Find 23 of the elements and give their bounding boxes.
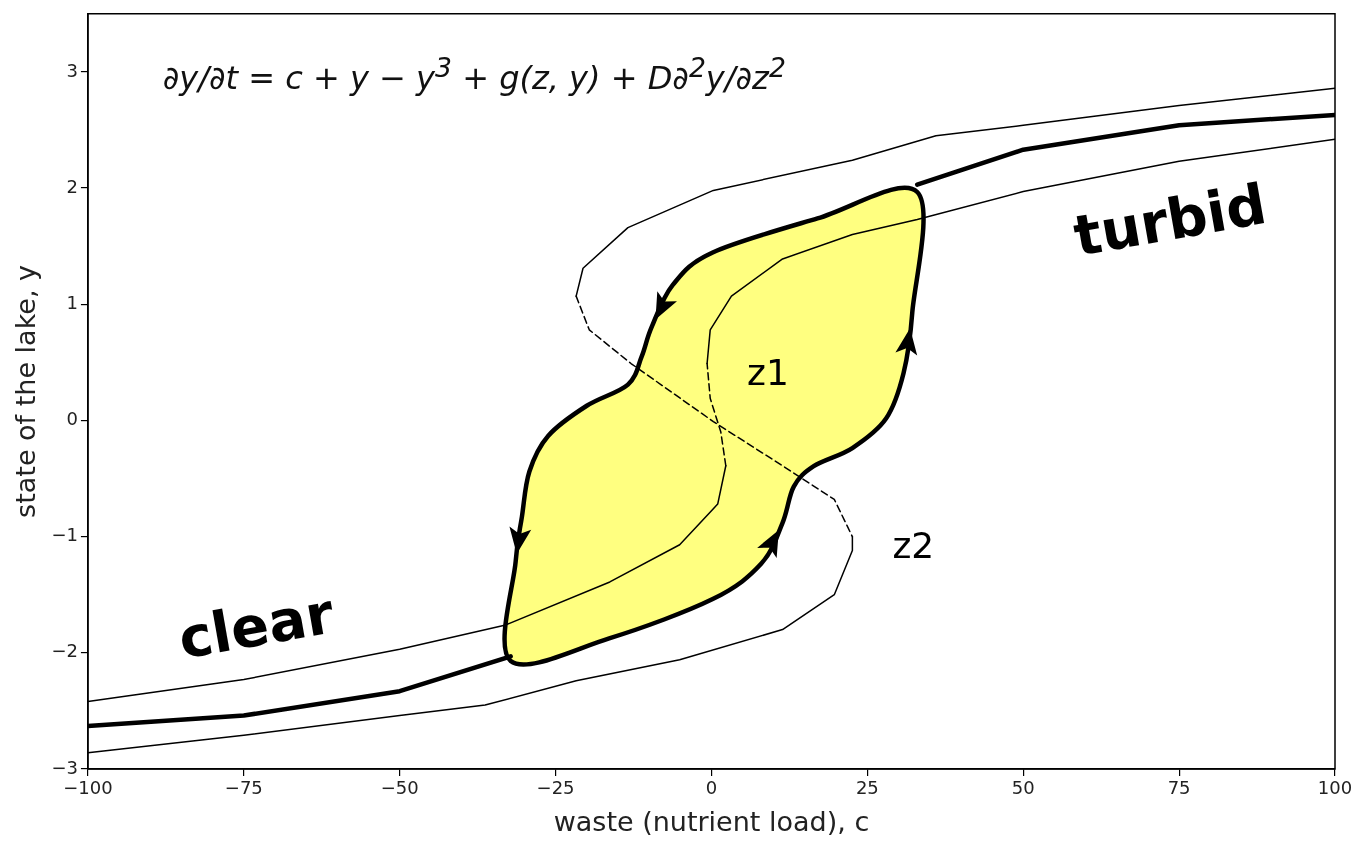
x-tick-label: 25: [855, 777, 879, 799]
y-tick-label: 2: [66, 175, 78, 197]
x-tick-label: −25: [536, 777, 575, 799]
series-label: z1: [747, 351, 789, 393]
y-tick-label: −3: [51, 756, 78, 778]
x-tick-label: 100: [1317, 777, 1353, 799]
annotation: clear: [173, 579, 339, 672]
annotation: turbid: [1069, 171, 1272, 269]
x-tick-label: −50: [380, 777, 419, 799]
x-tick-label: −75: [224, 777, 263, 799]
y-tick-label: −2: [51, 640, 78, 662]
annotation: ∂y/∂t = c + y − y$^{3}$ + g(z, y) + D∂$^{2}$y/∂z$^{2}$: [162, 51, 786, 97]
y-axis-title: state of the lake, y: [10, 264, 42, 518]
x-tick-label: −100: [63, 777, 113, 799]
x-tick-label: 50: [1011, 777, 1035, 799]
y-tick-label: 0: [66, 408, 78, 430]
y-tick-label: 3: [66, 59, 78, 81]
y-tick-label: −1: [51, 524, 78, 546]
y-tick-label: 1: [66, 291, 78, 313]
x-axis-title: waste (nutrient load), c: [553, 805, 870, 837]
x-tick-label: 0: [705, 777, 718, 799]
series-label: z2: [892, 524, 935, 566]
x-tick-label: 75: [1167, 777, 1191, 799]
